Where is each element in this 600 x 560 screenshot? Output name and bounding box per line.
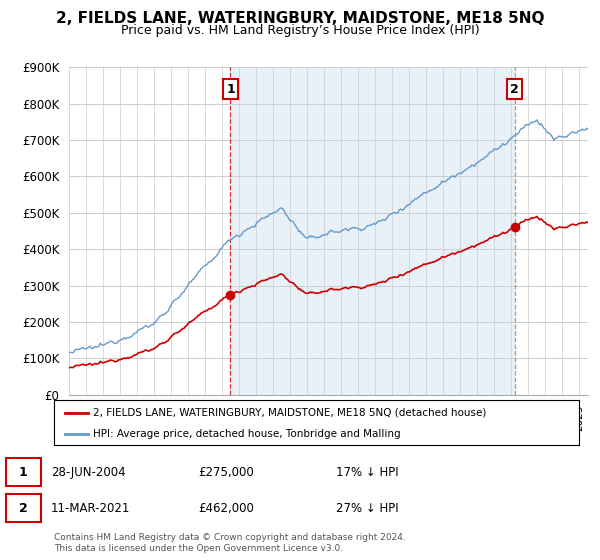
Text: 1: 1 xyxy=(226,82,235,96)
Text: 27% ↓ HPI: 27% ↓ HPI xyxy=(336,502,398,515)
Text: Price paid vs. HM Land Registry’s House Price Index (HPI): Price paid vs. HM Land Registry’s House … xyxy=(121,24,479,36)
Text: £462,000: £462,000 xyxy=(198,502,254,515)
Text: 11-MAR-2021: 11-MAR-2021 xyxy=(51,502,130,515)
Text: 1: 1 xyxy=(19,465,28,479)
Text: HPI: Average price, detached house, Tonbridge and Malling: HPI: Average price, detached house, Tonb… xyxy=(94,429,401,439)
Text: 2: 2 xyxy=(19,502,28,515)
Bar xyxy=(230,67,515,395)
Text: 2: 2 xyxy=(510,82,519,96)
Text: 2, FIELDS LANE, WATERINGBURY, MAIDSTONE, ME18 5NQ: 2, FIELDS LANE, WATERINGBURY, MAIDSTONE,… xyxy=(56,11,544,26)
Text: £275,000: £275,000 xyxy=(198,465,254,479)
Text: 17% ↓ HPI: 17% ↓ HPI xyxy=(336,465,398,479)
Text: Contains HM Land Registry data © Crown copyright and database right 2024.
This d: Contains HM Land Registry data © Crown c… xyxy=(54,533,406,553)
Text: 2, FIELDS LANE, WATERINGBURY, MAIDSTONE, ME18 5NQ (detached house): 2, FIELDS LANE, WATERINGBURY, MAIDSTONE,… xyxy=(94,408,487,418)
Text: 28-JUN-2004: 28-JUN-2004 xyxy=(51,465,125,479)
